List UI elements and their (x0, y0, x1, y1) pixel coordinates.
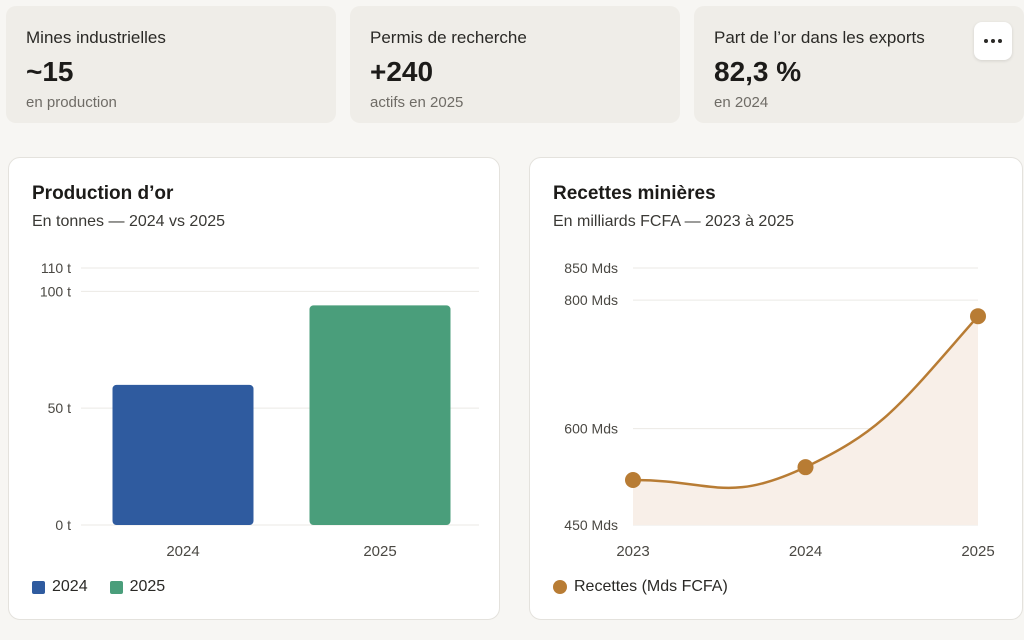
chart-legend: 2024 2025 (32, 578, 165, 596)
data-point-2025 (970, 308, 986, 325)
chart-title: Production d’or (32, 183, 174, 204)
bar-2024 (112, 384, 254, 525)
legend-item-2025[interactable]: 2025 (109, 578, 166, 596)
chart-title: Recettes minières (553, 183, 716, 204)
legend-item-recettes[interactable]: Recettes (Mds FCFA) (553, 578, 728, 596)
chart-subtitle: En milliards FCFA — 2023 à 2025 (553, 213, 795, 230)
area-chart: 450 Mds 600 Mds 800 Mds 850 Mds 2023 2024 2025 (564, 260, 994, 560)
production-chart-card: Production d’or En tonnes — 2024 vs 2025… (8, 157, 500, 620)
kpi-label: Permis de recherche (370, 28, 527, 47)
kpi-sub: actifs en 2025 (370, 94, 464, 111)
legend-label: 2024 (52, 578, 88, 595)
legend-item-2024[interactable]: 2024 (32, 578, 88, 596)
kpi-card-permis: Permis de recherche +240 actifs en 2025 (350, 6, 680, 123)
y-tick-label: 50 t (48, 400, 71, 416)
x-tick-label: 2025 (363, 543, 396, 560)
chart-subtitle: En tonnes — 2024 vs 2025 (32, 213, 226, 230)
more-horizontal-icon (984, 39, 1002, 43)
bar-2025 (309, 305, 451, 525)
legend-dot (553, 580, 567, 594)
chart-legend: Recettes (Mds FCFA) (553, 578, 728, 596)
legend-swatch (109, 580, 123, 594)
legend-label: 2025 (129, 578, 166, 595)
y-tick-label: 850 Mds (564, 260, 618, 276)
bar-chart: 0 t 50 t 100 t 110 t 2024 2025 (40, 260, 479, 560)
area-fill (633, 316, 978, 525)
y-tick-label: 600 Mds (564, 421, 618, 437)
more-options-button[interactable] (974, 22, 1012, 60)
legend-label: Recettes (Mds FCFA) (574, 578, 728, 595)
y-tick-label: 0 t (55, 517, 71, 533)
y-tick-label: 800 Mds (564, 292, 618, 308)
data-point-2024 (797, 459, 814, 476)
x-tick-label: 2024 (166, 543, 199, 560)
kpi-label: Part de l’or dans les exports (714, 28, 925, 47)
kpi-value: +240 (370, 56, 434, 87)
legend-swatch (32, 580, 45, 594)
x-tick-label: 2025 (961, 543, 994, 560)
x-tick-label: 2023 (616, 543, 649, 560)
y-tick-label: 450 Mds (564, 517, 618, 533)
kpi-value: ~15 (26, 56, 74, 87)
y-tick-label: 110 t (41, 260, 71, 276)
kpi-sub: en production (26, 94, 117, 111)
kpi-card-export: Part de l’or dans les exports 82,3 % en … (694, 6, 1024, 123)
recettes-chart-card: Recettes minières En milliards FCFA — 20… (529, 157, 1023, 620)
kpi-card-mines: Mines industrielles ~15 en production (6, 6, 336, 123)
kpi-sub: en 2024 (714, 94, 769, 111)
y-tick-label: 100 t (40, 283, 71, 299)
kpi-label: Mines industrielles (26, 28, 166, 47)
data-point-2023 (625, 472, 641, 489)
kpi-value: 82,3 % (714, 56, 802, 87)
x-tick-label: 2024 (789, 543, 822, 560)
